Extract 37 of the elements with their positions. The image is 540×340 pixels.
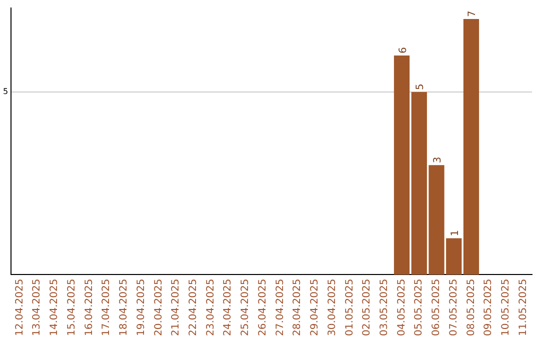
x-tick-label: 26.04.2025	[257, 278, 268, 336]
x-tick-label: 01.05.2025	[344, 278, 356, 336]
x-tick-label: 18.04.2025	[118, 278, 130, 336]
x-tick-label: 22.04.2025	[188, 278, 199, 336]
x-tick-label: 17.04.2025	[101, 278, 112, 336]
x-tick-label: 23.04.2025	[205, 278, 216, 336]
data-label: 7	[467, 10, 478, 17]
x-tick-label: 09.05.2025	[483, 278, 494, 336]
x-tick-label: 02.05.2025	[362, 278, 373, 336]
x-tick-label: 03.05.2025	[379, 278, 390, 336]
x-tick-label: 08.05.2025	[466, 278, 477, 336]
data-label: 5	[415, 84, 426, 90]
x-tick-label: 21.04.2025	[170, 278, 182, 336]
x-tick-label: 14.04.2025	[49, 278, 60, 336]
x-tick-label: 30.04.2025	[326, 278, 338, 336]
data-label: 3	[432, 156, 444, 164]
data-label: 6	[398, 47, 409, 54]
bar	[463, 18, 480, 275]
x-tick-label: 10.05.2025	[500, 278, 512, 336]
x-tick-label: 29.04.2025	[310, 278, 321, 336]
x-tick-label: 07.05.2025	[448, 278, 460, 336]
x-tick-label: 27.04.2025	[274, 278, 286, 336]
x-tick-label: 05.05.2025	[414, 278, 425, 336]
data-label: 1	[450, 230, 461, 236]
x-tick-label: 13.04.2025	[32, 278, 43, 336]
x-tick-label: 06.05.2025	[431, 278, 442, 336]
x-tick-label: 20.04.2025	[153, 278, 164, 336]
x-tick-label: 24.04.2025	[222, 278, 234, 336]
x-tick-label: 28.04.2025	[292, 278, 304, 336]
x-tick-label: 12.04.2025	[14, 278, 26, 336]
x-tick-label: 25.04.2025	[240, 278, 252, 336]
x-tick-label: 16.04.2025	[84, 278, 95, 336]
x-tick-label: 04.05.2025	[396, 278, 408, 336]
x-tick-label: 19.04.2025	[136, 278, 147, 336]
bar	[394, 56, 410, 275]
x-tick-label: 15.04.2025	[66, 278, 78, 336]
x-tick-label: 11.05.2025	[518, 278, 529, 336]
